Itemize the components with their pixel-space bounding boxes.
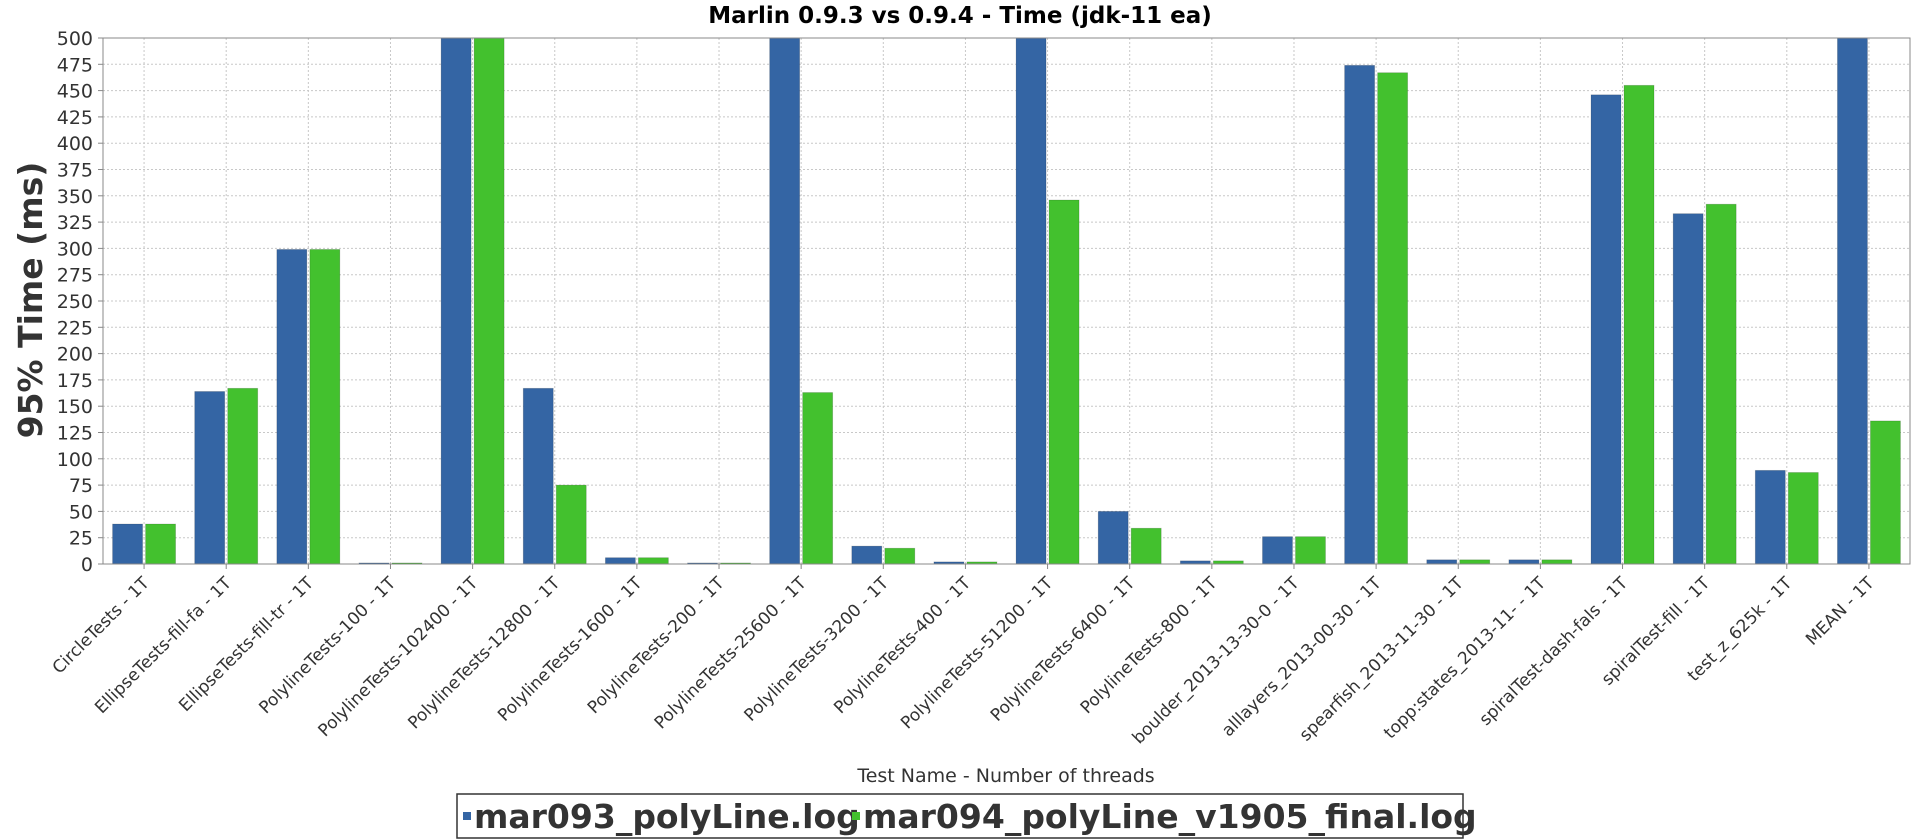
y-tick-label: 425 bbox=[57, 107, 93, 129]
chart-title: Marlin 0.9.3 vs 0.9.4 - Time (jdk-11 ea) bbox=[708, 3, 1212, 29]
bar-series-2 bbox=[227, 387, 259, 565]
y-tick-label: 175 bbox=[57, 370, 93, 392]
y-tick-label: 275 bbox=[57, 265, 93, 287]
legend-label-series-2: mar094_polyLine_v1905_final.log bbox=[863, 797, 1477, 836]
legend-label-series-1: mar093_polyLine.log bbox=[474, 797, 860, 836]
bar-series-1 bbox=[1426, 559, 1458, 565]
legend: mar093_polyLine.log mar094_polyLine_v190… bbox=[456, 793, 1477, 839]
y-tick-label: 350 bbox=[57, 186, 93, 208]
bar-series-1 bbox=[1590, 94, 1622, 565]
y-tick-label: 300 bbox=[57, 238, 93, 260]
bar-series-1 bbox=[194, 391, 226, 565]
bar-series-2 bbox=[1130, 527, 1162, 565]
bar-series-2 bbox=[637, 557, 669, 565]
y-tick-label: 475 bbox=[57, 54, 93, 76]
bar-series-2 bbox=[1459, 559, 1491, 565]
bar-series-2 bbox=[1048, 199, 1080, 565]
bars bbox=[112, 37, 1901, 565]
y-tick-label: 450 bbox=[57, 81, 93, 103]
y-tick-label: 75 bbox=[69, 475, 93, 497]
bar-series-2 bbox=[1787, 472, 1819, 565]
bar-series-1 bbox=[769, 37, 801, 565]
legend-swatch-series-2 bbox=[852, 812, 860, 820]
bar-series-2 bbox=[802, 392, 834, 565]
bar-series-1 bbox=[1837, 37, 1868, 565]
bar-series-2 bbox=[1541, 559, 1573, 565]
bar-series-1 bbox=[1508, 559, 1540, 565]
y-tick-label: 250 bbox=[57, 291, 93, 313]
y-axis-ticks: 0 25 50 75 100 125 150 175 200 225 250 275 300 325 350… bbox=[57, 28, 103, 576]
y-tick-label: 50 bbox=[69, 501, 93, 523]
bar-series-2 bbox=[145, 523, 176, 565]
bar-series-1 bbox=[604, 557, 636, 565]
y-tick-label: 100 bbox=[57, 449, 93, 471]
bar-series-1 bbox=[851, 545, 883, 565]
bar-series-2 bbox=[1377, 72, 1409, 565]
bar-series-2 bbox=[1295, 536, 1326, 565]
bar-series-2 bbox=[884, 547, 916, 565]
y-tick-label: 125 bbox=[57, 423, 93, 445]
bar-series-2 bbox=[1623, 84, 1655, 565]
bar-series-1 bbox=[1015, 37, 1047, 565]
bar-series-1 bbox=[276, 249, 308, 565]
y-tick-label: 500 bbox=[57, 28, 93, 50]
y-tick-label: 25 bbox=[69, 528, 93, 550]
bar-series-1 bbox=[1672, 213, 1704, 565]
bar-series-1 bbox=[522, 387, 554, 565]
bar-series-1 bbox=[1262, 536, 1293, 565]
y-tick-label: 400 bbox=[57, 133, 93, 155]
bar-series-1 bbox=[1344, 64, 1376, 565]
y-tick-label: 325 bbox=[57, 212, 93, 234]
bar-series-1 bbox=[1097, 510, 1129, 565]
x-axis-label: Test Name - Number of threads bbox=[856, 765, 1154, 787]
bar-series-2 bbox=[1705, 203, 1737, 565]
bar-series-2 bbox=[473, 37, 505, 565]
legend-frame bbox=[456, 793, 1464, 839]
y-tick-label: 375 bbox=[57, 160, 93, 182]
bar-series-2 bbox=[555, 484, 587, 565]
bar-series-1 bbox=[440, 37, 472, 565]
bar-series-2 bbox=[309, 249, 341, 565]
bar-series-1 bbox=[1754, 469, 1786, 565]
y-axis-label: 95% Time (ms) bbox=[11, 162, 50, 439]
y-tick-label: 225 bbox=[57, 317, 93, 339]
legend-swatch-series-1 bbox=[463, 812, 471, 820]
y-tick-label: 0 bbox=[81, 554, 93, 576]
bar-series-2 bbox=[1870, 420, 1901, 565]
y-tick-label: 200 bbox=[57, 344, 93, 366]
bar-series-1 bbox=[112, 523, 143, 565]
y-tick-label: 150 bbox=[57, 396, 93, 418]
